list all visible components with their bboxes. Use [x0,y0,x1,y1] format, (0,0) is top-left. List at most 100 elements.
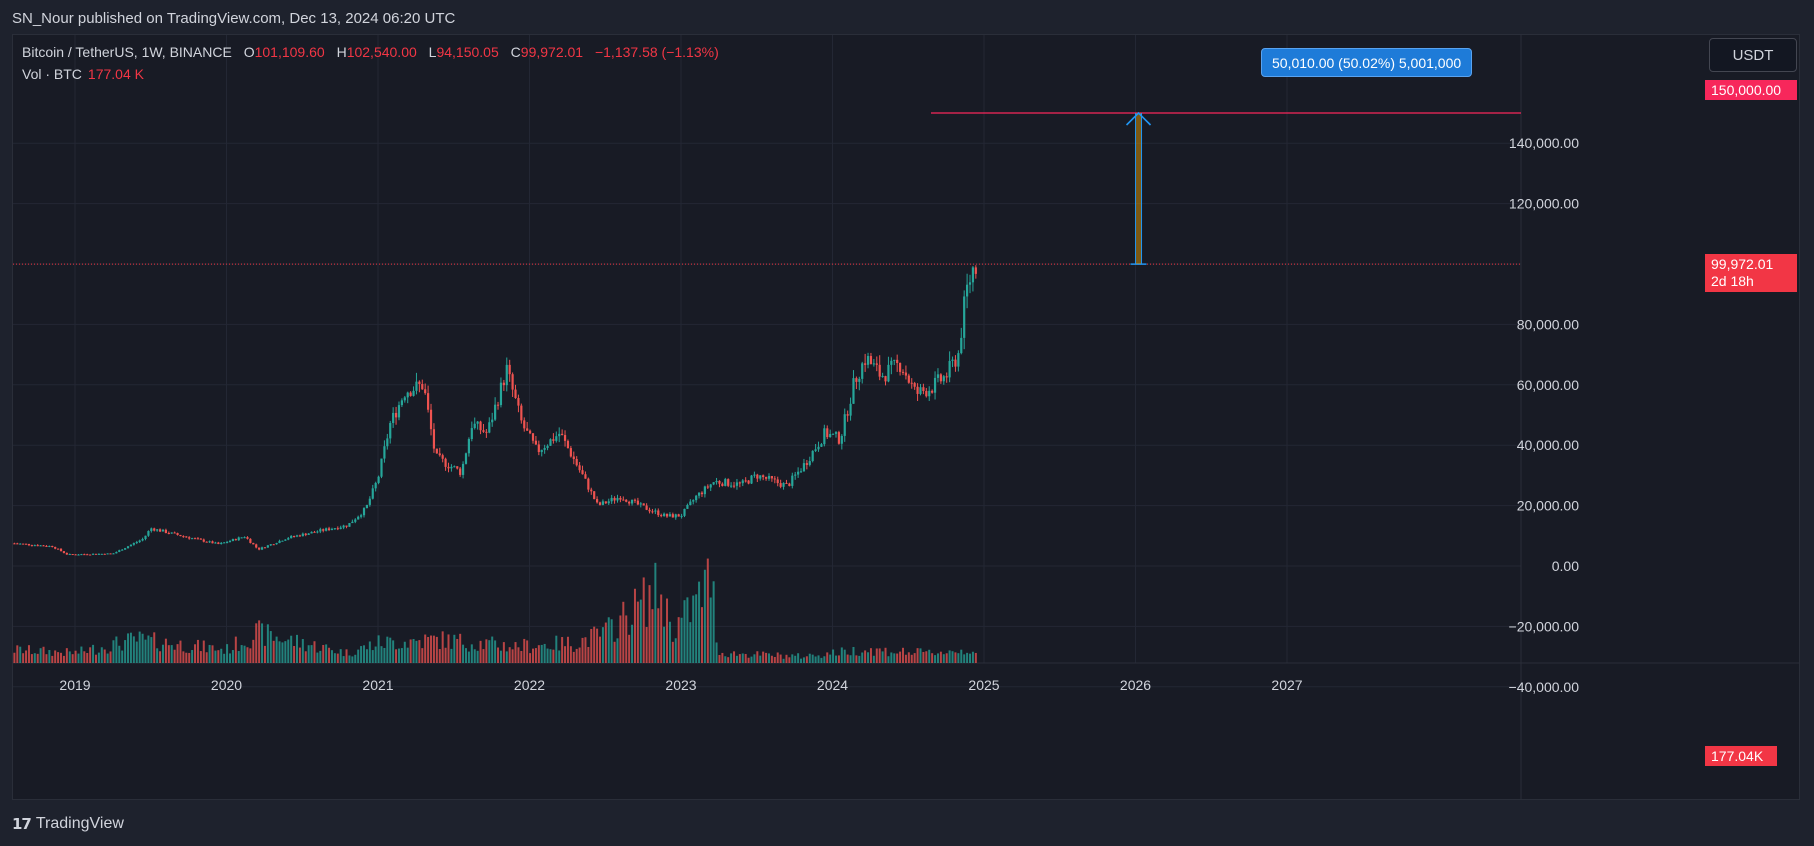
candle-body [65,552,68,555]
volume-bar [564,646,567,663]
chart-pane[interactable]: 140,000.00 120,000.00 80,000.00 60,000.00 40… [12,34,1800,800]
volume-bar [733,651,736,663]
volume-bar [228,653,231,663]
volume-bar [170,645,173,663]
volume-bar [100,647,103,663]
candle-body [415,381,418,391]
price-tick-label: 0.00 [1552,558,1579,574]
candle-body [45,545,48,547]
candle-body [569,448,572,457]
candle-body [33,545,36,547]
candle-body [881,376,884,378]
volume-bar [389,637,392,663]
candle-body [645,505,648,510]
candle-body [24,543,28,545]
candle-body [156,529,159,531]
candle-body [814,449,817,451]
candle-body [928,390,931,397]
candle-body [132,543,135,545]
candle-body [762,475,765,478]
candle-body [421,384,424,390]
candle-body [333,528,336,530]
candle-body [374,482,377,489]
volume-bar [663,626,666,663]
candle-body [327,528,331,531]
candle-body [558,433,561,437]
volume-bar [179,640,182,663]
volume-bar [765,652,768,663]
volume-bar [112,640,115,663]
volume-bar [176,644,179,663]
volume-bar [54,650,57,663]
candle-body [671,514,674,518]
candle-body [86,554,89,556]
volume-bar [269,631,272,663]
volume-bar [677,617,680,663]
candle-body [394,412,398,418]
candle-body [526,428,529,431]
footer-brand[interactable]: 𝟭𝟳 TradingView [12,812,124,836]
candle-body [240,537,243,539]
candle-body [683,508,686,516]
candle-body [517,398,520,406]
candle-body [319,529,322,532]
candle-body [129,544,133,547]
volume-bar [397,648,400,663]
volume-bar [336,653,339,663]
volume-bar [188,652,191,663]
candle-body [461,463,465,475]
volume-bar [893,653,896,663]
candle-body [97,553,100,555]
volume-bar [945,653,948,663]
volume-bar [934,655,937,663]
currency-button[interactable]: USDT [1709,38,1797,72]
volume-bar [39,648,42,663]
volume-bar [791,654,794,663]
candle-body [406,392,409,398]
candle-body [19,543,22,545]
volume-bar [94,654,97,663]
candle-body [799,471,803,473]
volume-bar [345,649,348,663]
volume-bar [226,644,229,663]
candle-body [351,521,354,524]
volume-bar [674,638,677,663]
volume-bar [584,637,587,663]
volume-bar [403,641,406,663]
volume-bar [371,650,374,663]
volume-bar [459,633,462,663]
volume-bar [42,646,45,663]
candle-body [549,439,552,446]
candle-body [875,363,878,365]
measure-tool-label[interactable]: 50,010.00 (50.02%) 5,001,000 [1261,48,1473,77]
volume-bar [601,627,604,663]
candle-body [776,479,779,484]
volume-bar [217,650,220,663]
volume-bar [907,652,910,663]
candle-body [913,383,916,387]
volume-bar [290,635,293,663]
candle-body [692,500,695,502]
volume-bar [16,645,19,663]
volume-bar [296,634,299,663]
candle-body [42,545,45,547]
candle-body [144,535,147,539]
candle-body [292,536,296,538]
candle-body [342,525,345,528]
candle-body [747,480,750,484]
volume-bar [636,601,639,663]
candle-body [182,536,185,538]
candle-body [782,482,785,487]
candle-body [823,428,826,445]
candle-body [485,431,488,433]
candle-body [508,364,511,375]
candle-body [505,364,508,386]
price-chart[interactable]: 140,000.00 120,000.00 80,000.00 60,000.00 40… [13,35,1799,799]
candle-body [126,546,130,549]
volume-bar [610,619,613,663]
candle-body [718,480,721,484]
volume-bar [954,652,957,663]
candle-body [759,475,762,479]
candle-body [295,535,299,537]
candle-body [852,378,855,404]
